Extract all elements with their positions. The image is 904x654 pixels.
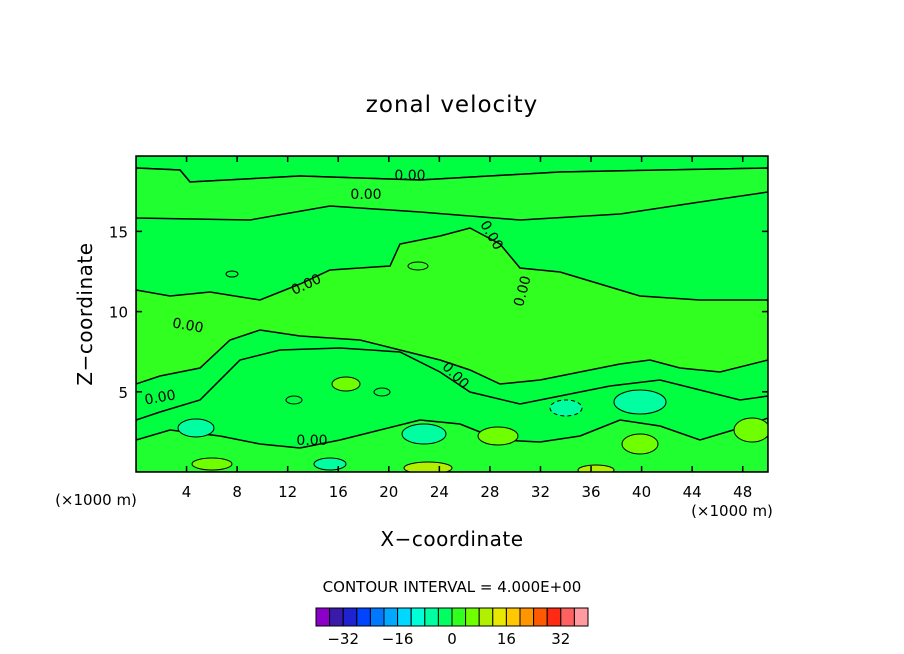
y-axis-ticks: 5 10 15: [109, 223, 768, 402]
x-tick-label: 8: [232, 483, 242, 501]
patch-positive-4: [331, 376, 361, 392]
patch-positive-2: [621, 433, 659, 455]
small-contour-1: [225, 270, 239, 278]
y-tick-label: 10: [109, 304, 128, 322]
colorbar-tick-label: 32: [551, 630, 570, 648]
x-unit-right: (×1000 m): [691, 502, 773, 520]
x-tick-label: 48: [733, 483, 752, 501]
patch-negative-1: [613, 389, 667, 415]
small-contour-2: [407, 261, 429, 271]
small-contour-4: [285, 395, 303, 405]
colorbar-swatch: [560, 607, 575, 627]
x-tick-label: 24: [430, 483, 449, 501]
colorbar-swatch: [465, 607, 480, 627]
colorbar-swatch: [383, 607, 399, 627]
contour-label: 0.00: [171, 315, 204, 336]
colorbar-swatch: [424, 607, 439, 627]
colorbar-tick-label: −16: [382, 630, 414, 648]
patch-negative-3: [177, 418, 215, 438]
colorbar-swatch: [329, 607, 344, 627]
contour-label: 0.00: [296, 433, 327, 449]
patch-positive-3: [733, 417, 768, 443]
colorbar-swatch: [519, 607, 535, 627]
colorbar-swatch: [451, 607, 467, 627]
contour-field: [136, 156, 768, 472]
x-axis-label: X−coordinate: [380, 527, 523, 551]
x-tick-label: 16: [329, 483, 348, 501]
x-tick-label: 44: [683, 483, 702, 501]
colorbar-swatch: [315, 607, 331, 627]
colorbar: [315, 607, 589, 627]
colorbar-swatch: [573, 607, 589, 627]
chart-title: zonal velocity: [366, 92, 538, 118]
patch-negative-5: [313, 457, 347, 471]
colorbar-swatch: [478, 607, 494, 627]
x-tick-label: 36: [581, 483, 600, 501]
x-tick-label: 32: [531, 483, 550, 501]
colorbar-swatch: [397, 607, 412, 627]
x-tick-label: 12: [278, 483, 297, 501]
contour-label: 0.00: [143, 387, 176, 408]
colorbar-tick-label: −32: [327, 630, 359, 648]
contour-label: 0.00: [350, 187, 381, 203]
contour-region-bottom: [136, 417, 768, 472]
contour-label: 0.00: [511, 274, 535, 308]
colorbar-swatch: [356, 607, 371, 627]
colorbar-tick-label: 0: [447, 630, 457, 648]
contour-region-upper: [136, 167, 768, 221]
colorbar-swatch: [546, 607, 562, 627]
patch-negative-4: [549, 399, 583, 417]
x-tick-label: 4: [182, 483, 192, 501]
patch-negative-2: [401, 423, 447, 445]
x-tick-label: 28: [480, 483, 499, 501]
patch-positive-1: [477, 426, 519, 446]
colorbar-swatch: [437, 607, 453, 627]
contour-region-middle: [136, 227, 768, 385]
small-contour-3: [373, 387, 391, 397]
colorbar-swatch: [492, 607, 507, 627]
colorbar-swatch: [533, 607, 548, 627]
colorbar-tick-label: 16: [497, 630, 516, 648]
contour-interval-text: CONTOUR INTERVAL = 4.000E+00: [323, 578, 582, 596]
patch-positive-5: [191, 457, 233, 471]
contour-label: 0.00: [394, 168, 425, 184]
x-tick-label: 40: [632, 483, 651, 501]
colorbar-swatch: [369, 607, 385, 627]
y-tick-label: 15: [109, 223, 128, 241]
plot-frame: [135, 155, 769, 473]
y-tick-label: 5: [118, 384, 128, 402]
x-axis-ticks: 4 8 12 16 20 24 28 32 36 40 44 48: [182, 156, 752, 501]
contour-labels: 0.000.000.000.000.000.000.000.000.00: [143, 168, 534, 449]
patch-positive-7: [577, 464, 615, 472]
x-tick-label: 20: [379, 483, 398, 501]
colorbar-swatch: [505, 607, 521, 627]
colorbar-swatch: [342, 607, 358, 627]
colorbar-swatch: [410, 607, 426, 627]
y-axis-label: Z−coordinate: [73, 242, 97, 385]
colorbar-tick-labels: −32 −16 0 16 32: [327, 630, 570, 648]
x-unit-left: (×1000 m): [55, 491, 137, 509]
